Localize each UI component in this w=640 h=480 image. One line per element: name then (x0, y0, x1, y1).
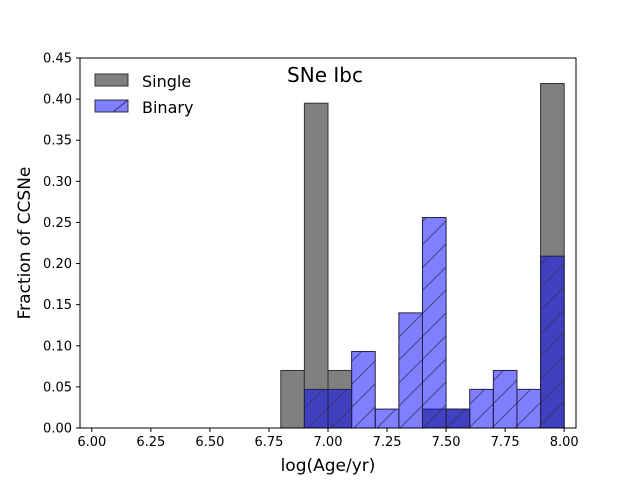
bar-binary-hatch-9 (516, 388, 542, 429)
y-tick-label: 0.30 (43, 175, 72, 190)
x-tick-label: 7.25 (373, 435, 402, 450)
legend-label-binary: Binary (142, 98, 193, 117)
bar-binary-hatch-4 (398, 312, 423, 429)
bar-single-1 (303, 102, 329, 429)
binary-series-bars (303, 217, 565, 429)
x-tick-label: 7.00 (314, 435, 343, 450)
bar-binary-hatch-0 (303, 388, 329, 429)
bar-single-0 (280, 369, 305, 429)
legend-swatch-binary (94, 99, 129, 113)
x-tick-label: 6.75 (254, 435, 283, 450)
x-tick-label: 6.25 (136, 435, 165, 450)
bar-binary-hatch-1 (327, 388, 353, 429)
bar-binary-hatch-2 (351, 351, 376, 429)
legend-swatch-single (94, 73, 129, 87)
y-tick-label: 0.00 (43, 422, 72, 437)
legend-label-single: Single (142, 72, 191, 91)
x-tick-label: 7.50 (432, 435, 461, 450)
bar-binary-hatch-8 (492, 369, 518, 429)
x-tick-label: 6.00 (77, 435, 106, 450)
x-axis-label: log(Age/yr) (281, 456, 376, 476)
y-tick-label: 0.35 (43, 134, 72, 149)
x-tick-label: 7.75 (491, 435, 520, 450)
bar-binary-hatch-7 (469, 388, 494, 429)
bar-binary-hatch-5 (421, 217, 447, 429)
y-tick-label: 0.10 (43, 339, 72, 354)
y-axis-label: Fraction of CCSNe (15, 167, 35, 320)
x-tick-label: 8.00 (550, 435, 579, 450)
x-tick-label: 6.50 (195, 435, 224, 450)
legend: Single Binary (94, 72, 193, 117)
bar-binary-hatch-6 (445, 408, 471, 429)
y-axis-ticks: 0.00 0.05 0.10 0.15 0.20 0.25 0.30 0.35 0.40 0.45 (43, 52, 80, 437)
legend-swatch-binary-hatch (112, 99, 129, 113)
bar-binary-hatch-3 (374, 408, 400, 429)
bar-binary-hatch-10 (540, 255, 565, 429)
y-tick-label: 0.05 (43, 380, 72, 395)
y-tick-label: 0.45 (43, 52, 72, 67)
y-tick-label: 0.20 (43, 257, 72, 272)
y-tick-label: 0.40 (43, 93, 72, 108)
y-tick-label: 0.15 (43, 298, 72, 313)
chart-title: SNe Ibc (287, 63, 363, 87)
x-axis-ticks: 6.00 6.25 6.50 6.75 7.00 7.25 7.50 7.75 8.00 (77, 428, 579, 450)
y-tick-label: 0.25 (43, 216, 72, 231)
